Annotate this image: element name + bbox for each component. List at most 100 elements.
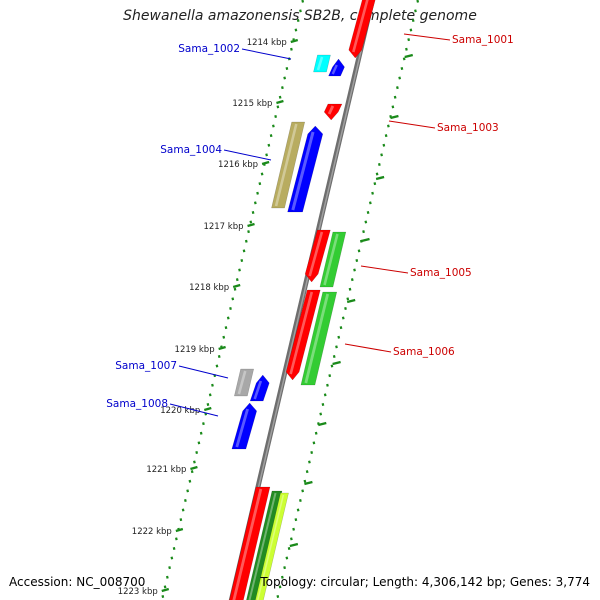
minor-tick-right bbox=[393, 95, 397, 99]
minor-tick-left bbox=[179, 518, 183, 522]
major-tick-left bbox=[247, 222, 255, 228]
minor-tick-right bbox=[402, 57, 406, 61]
minor-tick-right bbox=[285, 556, 289, 560]
minor-tick-left bbox=[244, 239, 248, 243]
major-tick-right bbox=[332, 360, 341, 366]
minor-tick-left bbox=[206, 402, 210, 406]
minor-tick-right bbox=[405, 47, 408, 51]
gene-sama-1005-a bbox=[304, 229, 331, 283]
kbp-label: 1220 kbp bbox=[160, 406, 200, 416]
minor-tick-right bbox=[294, 518, 298, 522]
gene-sama-right-lime-bottom bbox=[255, 492, 289, 600]
gene-sama-1007-a bbox=[234, 368, 255, 397]
gene-sama-1006-a bbox=[285, 289, 321, 381]
minor-tick-left bbox=[281, 86, 284, 90]
minor-tick-right bbox=[355, 258, 359, 262]
minor-tick-right bbox=[328, 374, 332, 378]
major-tick-right bbox=[361, 237, 370, 243]
svg-text:Sama_1003: Sama_1003 bbox=[437, 122, 499, 134]
minor-tick-right bbox=[398, 76, 402, 80]
minor-tick-left bbox=[172, 546, 176, 550]
minor-tick-right bbox=[409, 28, 413, 32]
kbp-label: 1219 kbp bbox=[175, 345, 215, 355]
minor-tick-right bbox=[396, 86, 399, 90]
minor-tick-left bbox=[161, 594, 165, 598]
minor-tick-left bbox=[186, 489, 190, 493]
minor-tick-right bbox=[384, 134, 388, 138]
minor-tick-left bbox=[170, 556, 174, 560]
minor-tick-right bbox=[368, 201, 372, 205]
gene-label-sama-1008: Sama_1008 bbox=[106, 398, 219, 417]
minor-tick-right bbox=[366, 210, 370, 214]
minor-tick-right bbox=[299, 498, 302, 502]
minor-tick-left bbox=[296, 18, 300, 22]
minor-tick-left bbox=[278, 95, 282, 99]
gene-label-sama-1007: Sama_1007 bbox=[115, 360, 229, 379]
minor-tick-left bbox=[195, 450, 199, 454]
gene-label-sama-1003: Sama_1003 bbox=[388, 120, 499, 134]
minor-tick-right bbox=[346, 297, 350, 301]
gene-sama-1002-a bbox=[313, 54, 331, 73]
major-tick-right bbox=[317, 421, 327, 427]
gene-sama-1003 bbox=[323, 103, 343, 121]
minor-tick-right bbox=[341, 316, 345, 320]
minor-tick-right bbox=[292, 527, 295, 531]
svg-text:Sama_1001: Sama_1001 bbox=[452, 34, 514, 46]
minor-tick-left bbox=[217, 354, 221, 358]
minor-tick-right bbox=[382, 143, 386, 147]
minor-tick-right bbox=[289, 537, 293, 541]
minor-tick-left bbox=[294, 28, 298, 32]
minor-tick-left bbox=[258, 182, 262, 186]
minor-tick-left bbox=[253, 201, 257, 205]
gene-label-sama-1002: Sama_1002 bbox=[178, 43, 292, 60]
major-tick-right bbox=[289, 542, 299, 548]
minor-tick-right bbox=[276, 594, 280, 598]
minor-tick-right bbox=[321, 402, 325, 406]
minor-tick-left bbox=[224, 326, 228, 330]
genome-info-text: Topology: circular; Length: 4,306,142 bp… bbox=[260, 575, 590, 589]
svg-text:Sama_1008: Sama_1008 bbox=[106, 398, 168, 410]
gene-sama-1007-b bbox=[249, 374, 270, 402]
minor-tick-right bbox=[332, 354, 336, 358]
gene-sama-right-red-bottom bbox=[229, 486, 271, 600]
gene-sama-1002-b bbox=[328, 58, 345, 77]
minor-tick-left bbox=[260, 172, 264, 176]
minor-tick-left bbox=[193, 460, 196, 464]
major-tick-left bbox=[276, 99, 284, 105]
minor-tick-right bbox=[330, 364, 334, 368]
minor-tick-right bbox=[301, 489, 305, 493]
minor-tick-right bbox=[380, 153, 383, 157]
gene-sama-1008 bbox=[231, 402, 257, 450]
minor-tick-right bbox=[296, 508, 300, 512]
major-tick-right bbox=[346, 298, 356, 304]
gene-layer bbox=[229, 0, 376, 600]
minor-tick-right bbox=[350, 278, 354, 282]
minor-tick-right bbox=[335, 345, 338, 349]
minor-tick-right bbox=[353, 268, 356, 272]
minor-tick-left bbox=[285, 66, 289, 70]
minor-tick-left bbox=[202, 422, 205, 426]
minor-tick-right bbox=[359, 239, 363, 243]
major-tick-left bbox=[261, 160, 270, 166]
minor-tick-right bbox=[391, 105, 395, 109]
map-title: Shewanella amazonensis SB2B, complete ge… bbox=[123, 8, 477, 24]
minor-tick-right bbox=[305, 470, 309, 474]
minor-tick-left bbox=[226, 316, 230, 320]
minor-tick-left bbox=[188, 479, 192, 483]
minor-tick-right bbox=[407, 38, 411, 42]
minor-tick-left bbox=[265, 153, 268, 157]
major-tick-left bbox=[203, 406, 212, 412]
gene-label-sama-1001: Sama_1001 bbox=[403, 33, 514, 46]
minor-tick-right bbox=[400, 66, 404, 70]
svg-text:Sama_1004: Sama_1004 bbox=[160, 144, 222, 156]
minor-tick-right bbox=[377, 162, 381, 166]
minor-tick-right bbox=[344, 306, 347, 310]
minor-tick-right bbox=[414, 9, 417, 13]
kbp-label: 1221 kbp bbox=[146, 465, 186, 475]
minor-tick-right bbox=[326, 383, 329, 387]
minor-tick-left bbox=[233, 287, 237, 291]
tick-layer bbox=[161, 0, 420, 598]
minor-tick-right bbox=[308, 460, 311, 464]
minor-tick-left bbox=[249, 220, 253, 224]
minor-tick-right bbox=[314, 431, 318, 435]
